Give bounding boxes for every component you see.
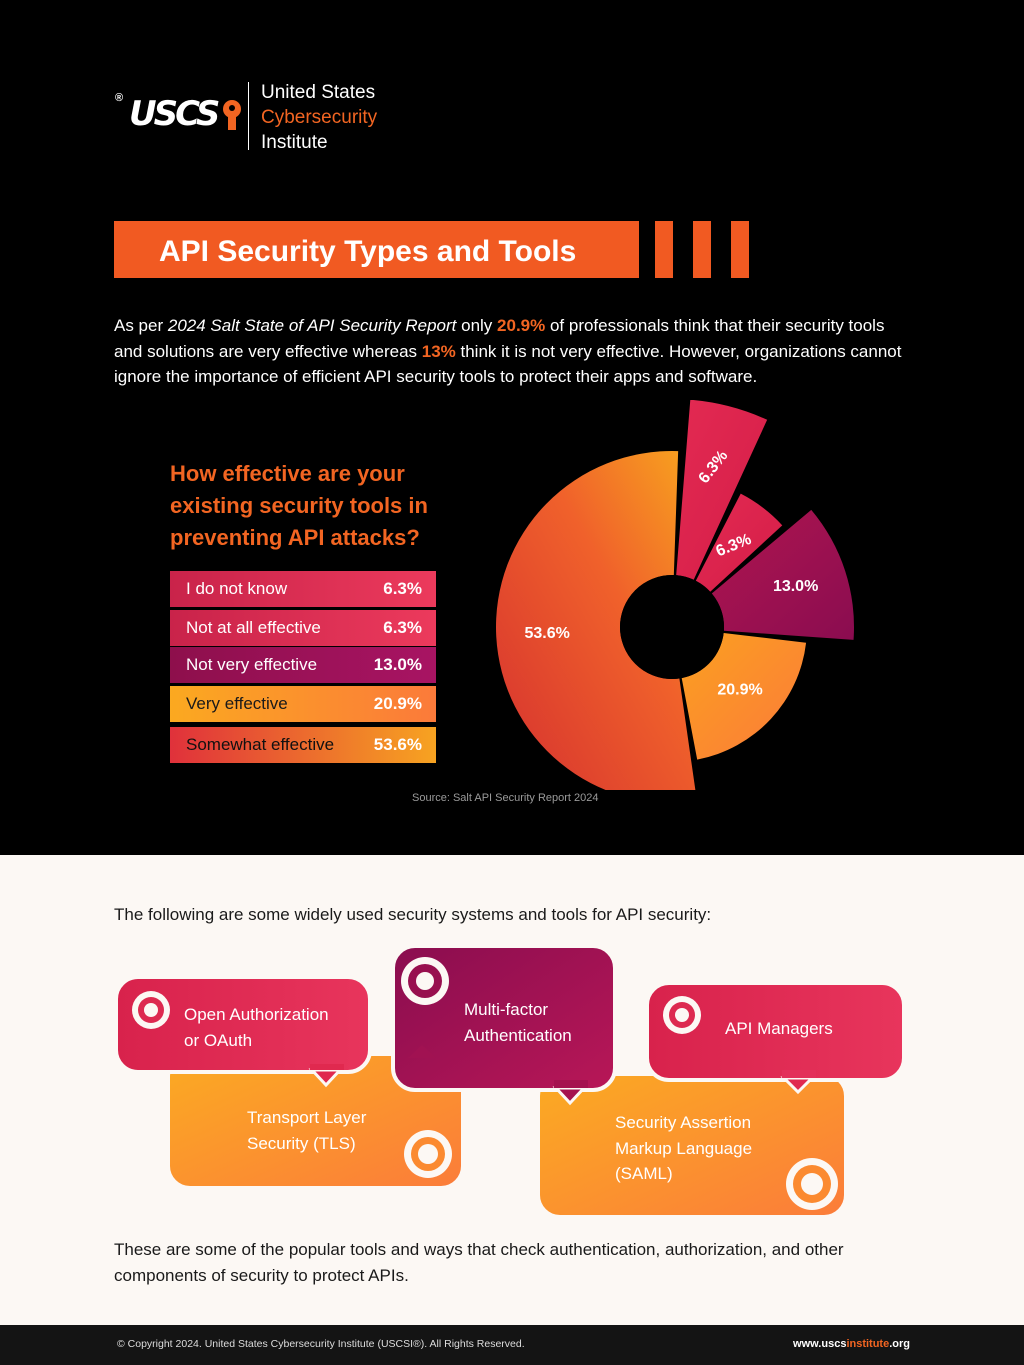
header-section: ® USCS United States Cybersecurity Insti… [114,80,914,804]
website-link[interactable]: www.uscsinstitute.org [793,1338,910,1350]
title-stripe [731,221,749,278]
slice-data-label: 53.6% [524,625,569,642]
legend-row: Not very effective 13.0% [170,647,436,683]
tool-saml-line: (SAML) [615,1164,673,1183]
tool-saml: Security Assertion Markup Language (SAML… [615,1110,752,1187]
footer: © Copyright 2024. United States Cybersec… [0,1325,1024,1365]
donut-slice [496,451,696,790]
website-link-part: .org [889,1338,910,1350]
donut-slice [681,633,807,760]
tool-oauth-line: or OAuth [184,1030,253,1050]
chart-source: Source: Salt API Security Report 2024 [412,792,599,804]
logo-wordmark: USCS [129,94,220,134]
keyhole-icon [223,100,241,130]
intro-text: only [456,316,498,335]
stat-very-effective: 20.9% [497,316,546,335]
legend-value: 20.9% [373,694,422,713]
intro-text: think it is not very effective. However,… [114,341,902,387]
donut-slice [695,493,783,592]
tool-api-managers: API Managers [725,1016,833,1042]
logo-line-2: Cybersecurity [261,107,378,128]
copyright: © Copyright 2024. United States Cybersec… [117,1338,525,1350]
tool-saml-line: Security Assertion [615,1113,752,1132]
donut-hole [620,575,724,679]
legend-label: I do not know [186,579,288,598]
tools-outro: These are some of the popular tools and … [114,1240,844,1285]
legend-value: 6.3% [383,579,422,598]
stat-not-very-effective: 13% [421,341,456,361]
title-stripe [655,221,673,278]
website-link-part: institute [846,1338,890,1350]
oauth-callout [114,975,372,1088]
legend-label: Somewhat effective [186,735,335,754]
survey-question: How effective are your existing security… [170,461,428,550]
legend-row: Somewhat effective 53.6% [170,727,436,763]
legend-value: 13.0% [373,655,422,674]
donut-slice [676,400,768,580]
registered-mark: ® [115,92,124,104]
logo-line-3: Institute [261,132,328,153]
tool-oauth-line: Open Authorization [184,1005,329,1024]
tls-callout [166,1052,465,1190]
api-managers-callout [645,981,906,1095]
intro-text: As per [114,316,168,335]
logo-line-1: United States [261,82,376,103]
tool-mfa-line: Multi-factor [464,1000,549,1019]
slice-data-label: 13.0% [773,578,818,595]
donut-slice [711,509,854,640]
logo-divider [248,82,249,150]
legend-row: Very effective 20.9% [170,686,436,722]
logo-text: United States Cybersecurity Institute [261,80,377,155]
legend-value: 53.6% [373,735,422,754]
tool-mfa-line: Authentication [464,1025,572,1045]
tools-intro: The following are some widely used secur… [114,905,712,924]
intro-paragraph: As per 2024 Salt State of API Security R… [114,313,914,390]
page-title: API Security Types and Tools [159,235,577,268]
tool-tls-line: Security (TLS) [247,1133,356,1153]
legend-value: 6.3% [383,618,422,637]
tool-oauth: Open Authorization or OAuth [184,1002,329,1053]
tool-tls: Transport Layer Security (TLS) [247,1105,366,1156]
tool-mfa: Multi-factor Authentication [464,997,572,1048]
legend-row: I do not know 6.3% [170,571,436,607]
website-link-part: www.uscs [793,1338,847,1350]
title-banner: API Security Types and Tools [114,221,639,278]
tool-api-managers-line: API Managers [725,1019,833,1038]
tool-tls-line: Transport Layer [247,1108,367,1127]
mfa-callout [391,944,617,1106]
legend-row: Not at all effective 6.3% [170,610,436,646]
report-name: 2024 Salt State of API Security Report [167,316,457,335]
legend-label: Very effective [186,694,288,713]
legend-label: Not very effective [186,655,318,674]
tools-callouts [114,944,906,1219]
slice-data-label: 20.9% [717,682,762,699]
legend-label: Not at all effective [186,618,321,637]
tool-saml-line: Markup Language [615,1138,753,1158]
effectiveness-donut-chart: 53.6%6.3%6.3%13.0%20.9% [496,400,854,790]
intro-text: of professionals think that their securi… [114,316,885,361]
title-stripe [693,221,711,278]
